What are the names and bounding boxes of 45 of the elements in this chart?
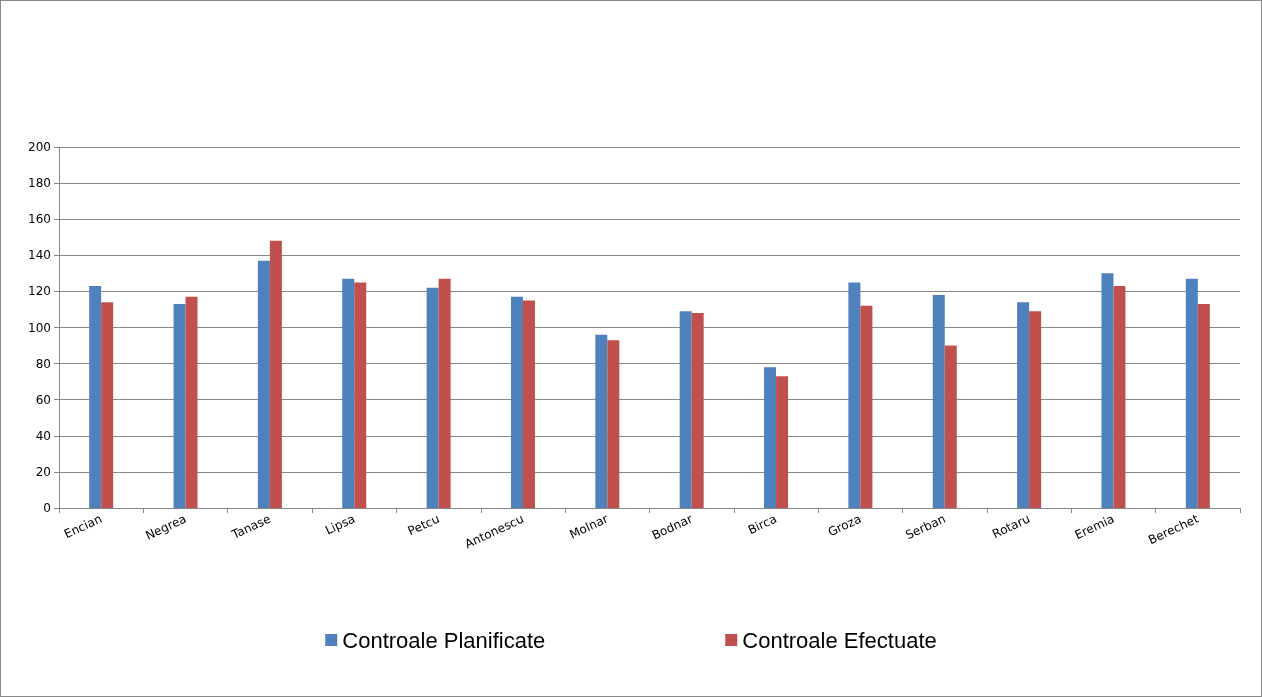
legend-label: Controale Planificate — [342, 627, 546, 653]
x-tick-label: Groza — [825, 511, 864, 540]
y-tick-label: 140 — [28, 248, 51, 263]
bar — [522, 300, 535, 508]
bar — [173, 304, 186, 508]
x-tick-label: Lipsa — [323, 511, 358, 538]
bar — [776, 376, 789, 508]
bar — [595, 334, 608, 508]
y-tick-label: 60 — [35, 392, 51, 407]
bar — [944, 345, 957, 508]
bar — [101, 302, 114, 508]
bar — [1113, 285, 1126, 508]
y-tick-label: 180 — [28, 176, 51, 191]
bar — [426, 287, 439, 508]
bar — [932, 295, 945, 508]
bar — [607, 340, 620, 508]
y-tick-label: 80 — [35, 356, 51, 371]
y-tick-label: 40 — [35, 428, 51, 443]
bar — [269, 240, 282, 508]
bar — [860, 305, 873, 508]
bar — [848, 282, 861, 508]
x-tick-label: Petcu — [405, 511, 442, 539]
bar — [354, 282, 367, 508]
y-tick-label: 100 — [28, 320, 51, 335]
y-tick-label: 160 — [28, 212, 51, 227]
bar — [679, 311, 692, 508]
bar — [1185, 278, 1198, 508]
bar — [1017, 302, 1030, 508]
bar — [185, 296, 198, 508]
y-tick-label: 20 — [35, 464, 51, 479]
bar — [1029, 311, 1042, 508]
bar — [1197, 304, 1210, 508]
y-tick-label: 120 — [28, 284, 51, 299]
bar — [89, 285, 102, 508]
bar — [438, 278, 451, 508]
bar — [1101, 273, 1114, 508]
bar — [257, 260, 270, 508]
y-tick-label: 200 — [28, 140, 51, 154]
bar — [691, 313, 704, 508]
bar — [510, 296, 523, 508]
x-tick-label: Birca — [745, 511, 779, 538]
bar — [342, 278, 355, 508]
legend-label: Controale Efectuate — [742, 627, 937, 653]
y-tick-label: 0 — [43, 501, 51, 515]
bar — [764, 367, 777, 508]
